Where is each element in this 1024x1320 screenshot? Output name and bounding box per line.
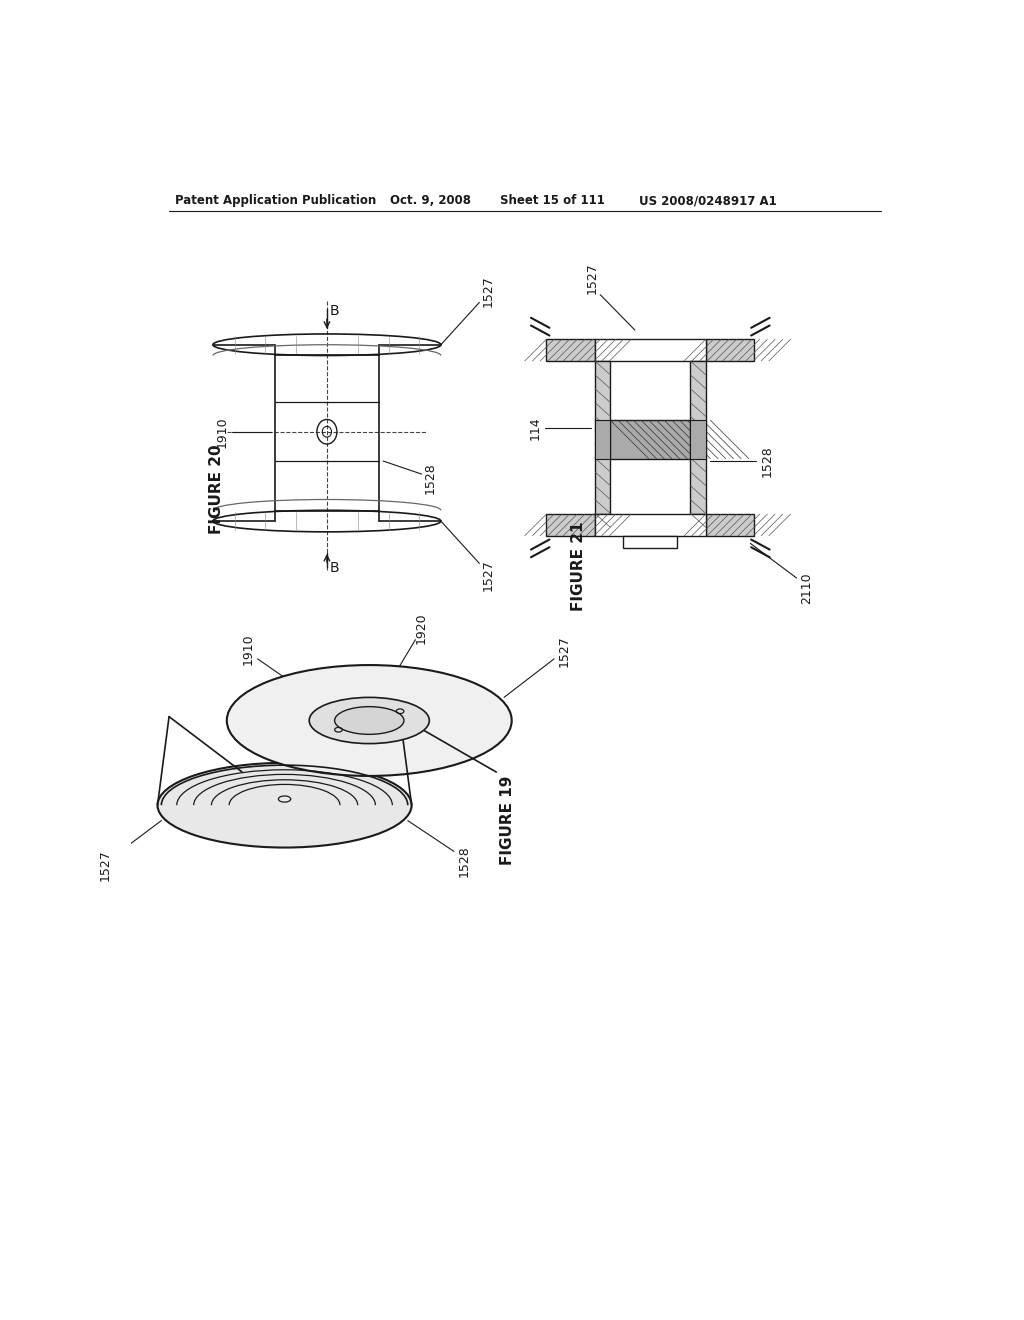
Text: 114: 114 bbox=[528, 416, 542, 440]
Text: 1528: 1528 bbox=[458, 845, 470, 876]
Polygon shape bbox=[595, 339, 706, 360]
Text: 1910: 1910 bbox=[216, 416, 228, 447]
Polygon shape bbox=[706, 339, 755, 360]
Text: Oct. 9, 2008: Oct. 9, 2008 bbox=[390, 194, 471, 207]
Text: 1527: 1527 bbox=[558, 635, 570, 667]
Polygon shape bbox=[595, 515, 706, 536]
Polygon shape bbox=[547, 339, 595, 360]
Text: 2110: 2110 bbox=[800, 573, 813, 603]
Polygon shape bbox=[595, 360, 610, 515]
Text: Sheet 15 of 111: Sheet 15 of 111 bbox=[500, 194, 605, 207]
Text: 1527: 1527 bbox=[482, 275, 496, 306]
Text: FIGURE 19: FIGURE 19 bbox=[501, 776, 515, 866]
Text: B: B bbox=[330, 561, 339, 576]
Ellipse shape bbox=[335, 706, 403, 734]
Text: US 2008/0248917 A1: US 2008/0248917 A1 bbox=[639, 194, 777, 207]
Polygon shape bbox=[547, 515, 595, 536]
Ellipse shape bbox=[226, 665, 512, 776]
Text: FIGURE 20: FIGURE 20 bbox=[209, 445, 224, 535]
Polygon shape bbox=[706, 515, 755, 536]
Text: Patent Application Publication: Patent Application Publication bbox=[175, 194, 376, 207]
Polygon shape bbox=[595, 420, 610, 459]
Ellipse shape bbox=[309, 697, 429, 743]
Text: 1910: 1910 bbox=[242, 634, 255, 665]
Text: FIGURE 21: FIGURE 21 bbox=[571, 521, 586, 611]
Text: 1528: 1528 bbox=[761, 445, 774, 477]
Text: B: B bbox=[330, 304, 339, 318]
Text: 1527: 1527 bbox=[98, 849, 112, 882]
Text: 1527: 1527 bbox=[482, 560, 496, 591]
Ellipse shape bbox=[158, 763, 412, 847]
Polygon shape bbox=[610, 420, 690, 459]
Polygon shape bbox=[690, 360, 706, 515]
Polygon shape bbox=[690, 420, 706, 459]
Text: 1920: 1920 bbox=[415, 612, 428, 644]
Text: 1527: 1527 bbox=[586, 261, 599, 293]
Text: 1528: 1528 bbox=[424, 462, 436, 494]
Polygon shape bbox=[624, 536, 677, 548]
